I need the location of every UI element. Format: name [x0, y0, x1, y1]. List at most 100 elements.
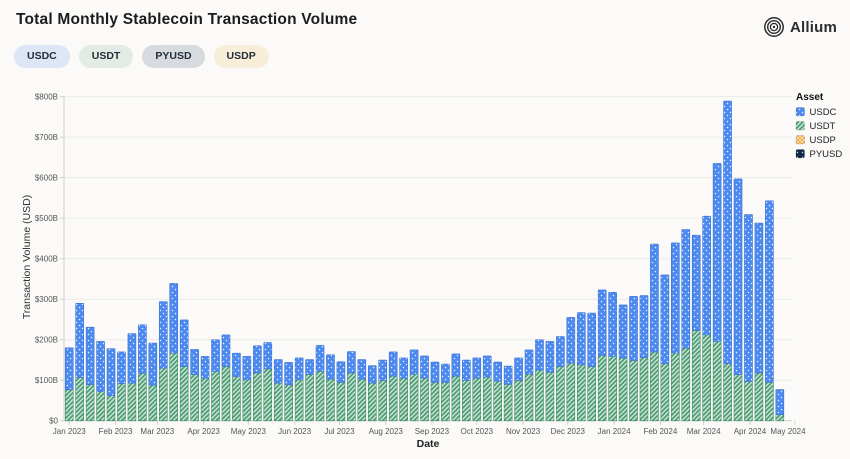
bar-segment-usdt-week-46[interactable] [545, 371, 555, 422]
bar-segment-usdc-week-4[interactable] [106, 348, 116, 396]
bar-segment-usdc-week-36[interactable] [441, 363, 450, 383]
bar-segment-usdc-week-3[interactable] [96, 341, 105, 392]
bar-segment-usdc-week-64[interactable] [733, 178, 743, 375]
bar-segment-usdc-week-21[interactable] [284, 362, 293, 386]
bar-segment-usdc-week-33[interactable] [409, 349, 419, 375]
bar-segment-usdc-week-26[interactable] [336, 361, 346, 383]
bar-segment-usdc-week-59[interactable] [681, 229, 691, 349]
bar-segment-usdc-week-15[interactable] [221, 334, 231, 367]
bar-segment-usdt-week-64[interactable] [733, 374, 743, 422]
bar-segment-usdt-week-25[interactable] [326, 378, 335, 422]
bar-segment-usdc-week-58[interactable] [671, 242, 680, 354]
bar-segment-usdt-week-52[interactable] [608, 356, 617, 422]
bar-segment-usdc-week-18[interactable] [253, 345, 262, 374]
bar-segment-usdc-week-56[interactable] [650, 243, 659, 353]
bar-segment-usdc-week-57[interactable] [660, 274, 670, 364]
bar-segment-usdc-week-39[interactable] [472, 357, 482, 379]
bar-segment-usdt-week-6[interactable] [127, 382, 137, 422]
bar-segment-usdc-week-24[interactable] [315, 345, 325, 372]
bar-segment-usdc-week-35[interactable] [430, 361, 440, 383]
legend-item-usdp[interactable]: USDP [795, 135, 836, 146]
bar-segment-usdc-week-6[interactable] [127, 333, 137, 384]
bar-segment-usdt-week-19[interactable] [263, 368, 273, 422]
bar-segment-usdt-week-31[interactable] [388, 375, 398, 422]
bar-segment-usdt-week-43[interactable] [514, 379, 523, 422]
bar-segment-usdt-week-14[interactable] [211, 371, 220, 422]
bar-segment-usdt-week-58[interactable] [671, 352, 680, 422]
bar-segment-usdt-week-47[interactable] [556, 366, 565, 422]
bar-segment-usdt-week-49[interactable] [576, 364, 586, 422]
bar-segment-usdt-week-9[interactable] [158, 367, 168, 422]
bar-segment-usdt-week-27[interactable] [347, 372, 356, 422]
bar-segment-usdc-week-55[interactable] [639, 295, 649, 358]
bar-segment-usdt-week-22[interactable] [294, 379, 304, 422]
bar-segment-usdt-week-54[interactable] [629, 360, 638, 422]
bar-segment-usdc-week-23[interactable] [305, 359, 314, 375]
bar-segment-usdt-week-65[interactable] [744, 381, 753, 422]
bar-segment-usdc-week-66[interactable] [754, 222, 764, 374]
bar-segment-usdc-week-29[interactable] [367, 365, 377, 384]
bar-segment-usdc-week-8[interactable] [148, 342, 158, 386]
bar-segment-usdc-week-19[interactable] [263, 342, 273, 370]
bar-segment-usdc-week-2[interactable] [85, 326, 95, 386]
bar-segment-usdc-week-53[interactable] [618, 304, 628, 359]
bar-segment-usdt-week-28[interactable] [357, 378, 367, 422]
bar-segment-usdt-week-26[interactable] [336, 382, 346, 422]
filter-pill-pyusd[interactable]: PYUSD [142, 45, 205, 68]
bar-segment-usdc-week-62[interactable] [712, 163, 722, 342]
bar-segment-usdt-week-66[interactable] [754, 372, 764, 422]
bar-segment-usdc-week-28[interactable] [357, 359, 367, 380]
bar-segment-usdt-week-20[interactable] [273, 382, 283, 422]
bar-segment-usdt-week-32[interactable] [399, 377, 408, 422]
bar-segment-usdc-week-68[interactable] [775, 389, 785, 416]
bar-segment-usdc-week-34[interactable] [420, 355, 429, 379]
bar-segment-usdt-week-1[interactable] [75, 377, 84, 422]
bar-segment-usdt-week-18[interactable] [253, 372, 262, 422]
bar-segment-usdc-week-51[interactable] [597, 289, 607, 356]
bar-segment-usdt-week-36[interactable] [441, 382, 450, 422]
legend-item-usdc[interactable]: USDC [795, 107, 837, 118]
bar-segment-usdc-week-16[interactable] [232, 352, 241, 377]
bar-segment-usdc-week-54[interactable] [629, 296, 638, 361]
bar-segment-usdc-week-38[interactable] [462, 359, 471, 381]
bar-segment-usdt-week-0[interactable] [64, 389, 74, 422]
bar-segment-usdc-week-60[interactable] [691, 234, 701, 331]
bar-segment-usdt-week-4[interactable] [106, 395, 116, 422]
bar-segment-usdt-week-37[interactable] [451, 375, 461, 422]
bar-segment-usdc-week-17[interactable] [242, 356, 252, 381]
bar-segment-usdc-week-67[interactable] [765, 200, 774, 383]
bar-segment-usdt-week-56[interactable] [650, 351, 659, 422]
bar-segment-usdt-week-12[interactable] [190, 374, 199, 422]
bar-segment-usdc-week-45[interactable] [535, 339, 544, 371]
bar-segment-usdt-week-10[interactable] [169, 352, 179, 422]
bar-segment-usdt-week-33[interactable] [409, 373, 419, 422]
bar-segment-usdc-week-27[interactable] [347, 351, 356, 374]
bar-segment-usdc-week-52[interactable] [608, 292, 617, 357]
bar-segment-usdt-week-62[interactable] [712, 341, 722, 422]
bar-segment-usdt-week-57[interactable] [660, 363, 670, 422]
bar-segment-usdc-week-50[interactable] [587, 312, 597, 367]
bar-segment-usdc-week-22[interactable] [294, 357, 304, 381]
bar-segment-usdt-week-2[interactable] [85, 384, 95, 422]
bar-segment-usdc-week-31[interactable] [388, 351, 398, 377]
bar-segment-usdc-week-48[interactable] [566, 317, 576, 364]
bar-segment-usdt-week-34[interactable] [420, 377, 429, 422]
bar-segment-usdc-week-42[interactable] [503, 365, 513, 385]
bar-segment-usdc-week-41[interactable] [493, 361, 502, 382]
bar-segment-usdc-week-30[interactable] [378, 359, 388, 381]
bar-segment-usdc-week-47[interactable] [556, 336, 565, 367]
bar-segment-usdc-week-63[interactable] [723, 100, 732, 364]
bar-segment-usdt-week-48[interactable] [566, 362, 576, 422]
bar-segment-usdt-week-17[interactable] [242, 379, 252, 422]
bar-segment-usdt-week-15[interactable] [221, 366, 231, 422]
bar-segment-usdt-week-41[interactable] [493, 380, 502, 422]
bar-segment-usdc-week-1[interactable] [75, 302, 84, 378]
bar-segment-usdt-week-51[interactable] [597, 355, 607, 422]
bar-segment-usdt-week-42[interactable] [503, 384, 513, 422]
bar-segment-usdt-week-3[interactable] [96, 391, 105, 422]
legend-item-usdt[interactable]: USDT [795, 121, 836, 132]
filter-pill-usdp[interactable]: USDP [213, 45, 269, 68]
bar-segment-usdc-week-10[interactable] [169, 283, 179, 354]
bar-segment-usdc-week-37[interactable] [451, 353, 461, 377]
bar-segment-usdt-week-53[interactable] [618, 357, 628, 422]
